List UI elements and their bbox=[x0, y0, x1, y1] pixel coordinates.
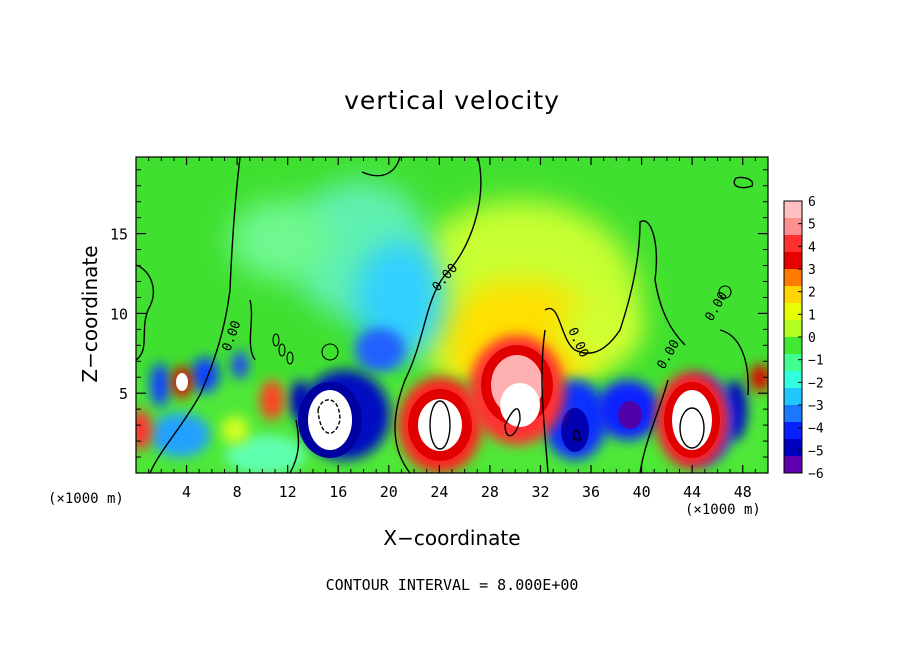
x-tick-label: 32 bbox=[531, 483, 549, 501]
y-axis: 5 10 15 bbox=[110, 169, 768, 458]
colorbar-tick-label: −4 bbox=[808, 422, 824, 437]
x-tick-label: 24 bbox=[430, 483, 448, 501]
colorbar-tick-label: 0 bbox=[808, 331, 816, 346]
colorbar-swatch bbox=[784, 388, 802, 406]
colorbar-tick-label: −1 bbox=[808, 354, 824, 369]
colorbar-swatch bbox=[784, 337, 802, 355]
x-unit-label-right: (×1000 m) bbox=[685, 502, 761, 518]
colorbar-tick-label: −6 bbox=[808, 467, 824, 482]
colorbar-tick-label: −5 bbox=[808, 444, 824, 459]
colorbar-swatch bbox=[784, 439, 802, 457]
colorbar-swatch bbox=[784, 320, 802, 338]
colorbar-swatch bbox=[784, 354, 802, 372]
colorbar-swatch bbox=[784, 235, 802, 253]
colorbar-swatch bbox=[784, 286, 802, 304]
colorbar-swatch bbox=[784, 252, 802, 270]
colorbar-tick-label: 6 bbox=[808, 195, 816, 210]
contour-interval-note: CONTOUR INTERVAL = 8.000E+00 bbox=[325, 576, 579, 594]
y-tick-label: 15 bbox=[110, 226, 128, 244]
colorbar-swatch bbox=[784, 405, 802, 423]
x-tick-label: 8 bbox=[233, 483, 242, 501]
colorbar-swatch bbox=[784, 269, 802, 287]
x-tick-label: 16 bbox=[329, 483, 347, 501]
colorbar-swatch bbox=[784, 218, 802, 236]
colorbar-tick-label: 5 bbox=[808, 218, 816, 233]
y-tick-label: 10 bbox=[110, 305, 128, 323]
x-tick-label: 20 bbox=[380, 483, 398, 501]
x-axis: 4 8 12 16 20 24 28 32 36 40 44 48 bbox=[148, 157, 756, 501]
chart-title: vertical velocity bbox=[344, 86, 560, 115]
y-tick-label: 5 bbox=[119, 385, 128, 403]
x-unit-label-left: (×1000 m) bbox=[48, 491, 124, 507]
x-tick-label: 28 bbox=[481, 483, 499, 501]
colorbar-tick-label: −3 bbox=[808, 399, 824, 414]
colorbar-swatch bbox=[784, 371, 802, 389]
x-tick-label: 36 bbox=[582, 483, 600, 501]
colorbar-tick-label: 4 bbox=[808, 240, 816, 255]
x-axis-label: X−coordinate bbox=[383, 526, 521, 550]
x-tick-label: 4 bbox=[182, 483, 191, 501]
colorbar-swatch bbox=[784, 456, 802, 474]
colorbar-swatch bbox=[784, 422, 802, 440]
heatmap-field bbox=[136, 157, 768, 473]
colorbar-swatch bbox=[784, 201, 802, 219]
x-tick-label: 44 bbox=[683, 483, 701, 501]
colorbar-swatch bbox=[784, 303, 802, 321]
colorbar-tick-label: −2 bbox=[808, 376, 824, 391]
x-tick-label: 40 bbox=[633, 483, 651, 501]
x-tick-label: 48 bbox=[734, 483, 752, 501]
colorbar-tick-label: 2 bbox=[808, 286, 816, 301]
colorbar-tick-label: 1 bbox=[808, 308, 816, 323]
colorbar-tick-label: 3 bbox=[808, 263, 816, 278]
colorbar: 6 5 4 3 2 1 0 −1 −2 −3 −4 −5 −6 bbox=[783, 195, 824, 482]
x-tick-label: 12 bbox=[279, 483, 297, 501]
